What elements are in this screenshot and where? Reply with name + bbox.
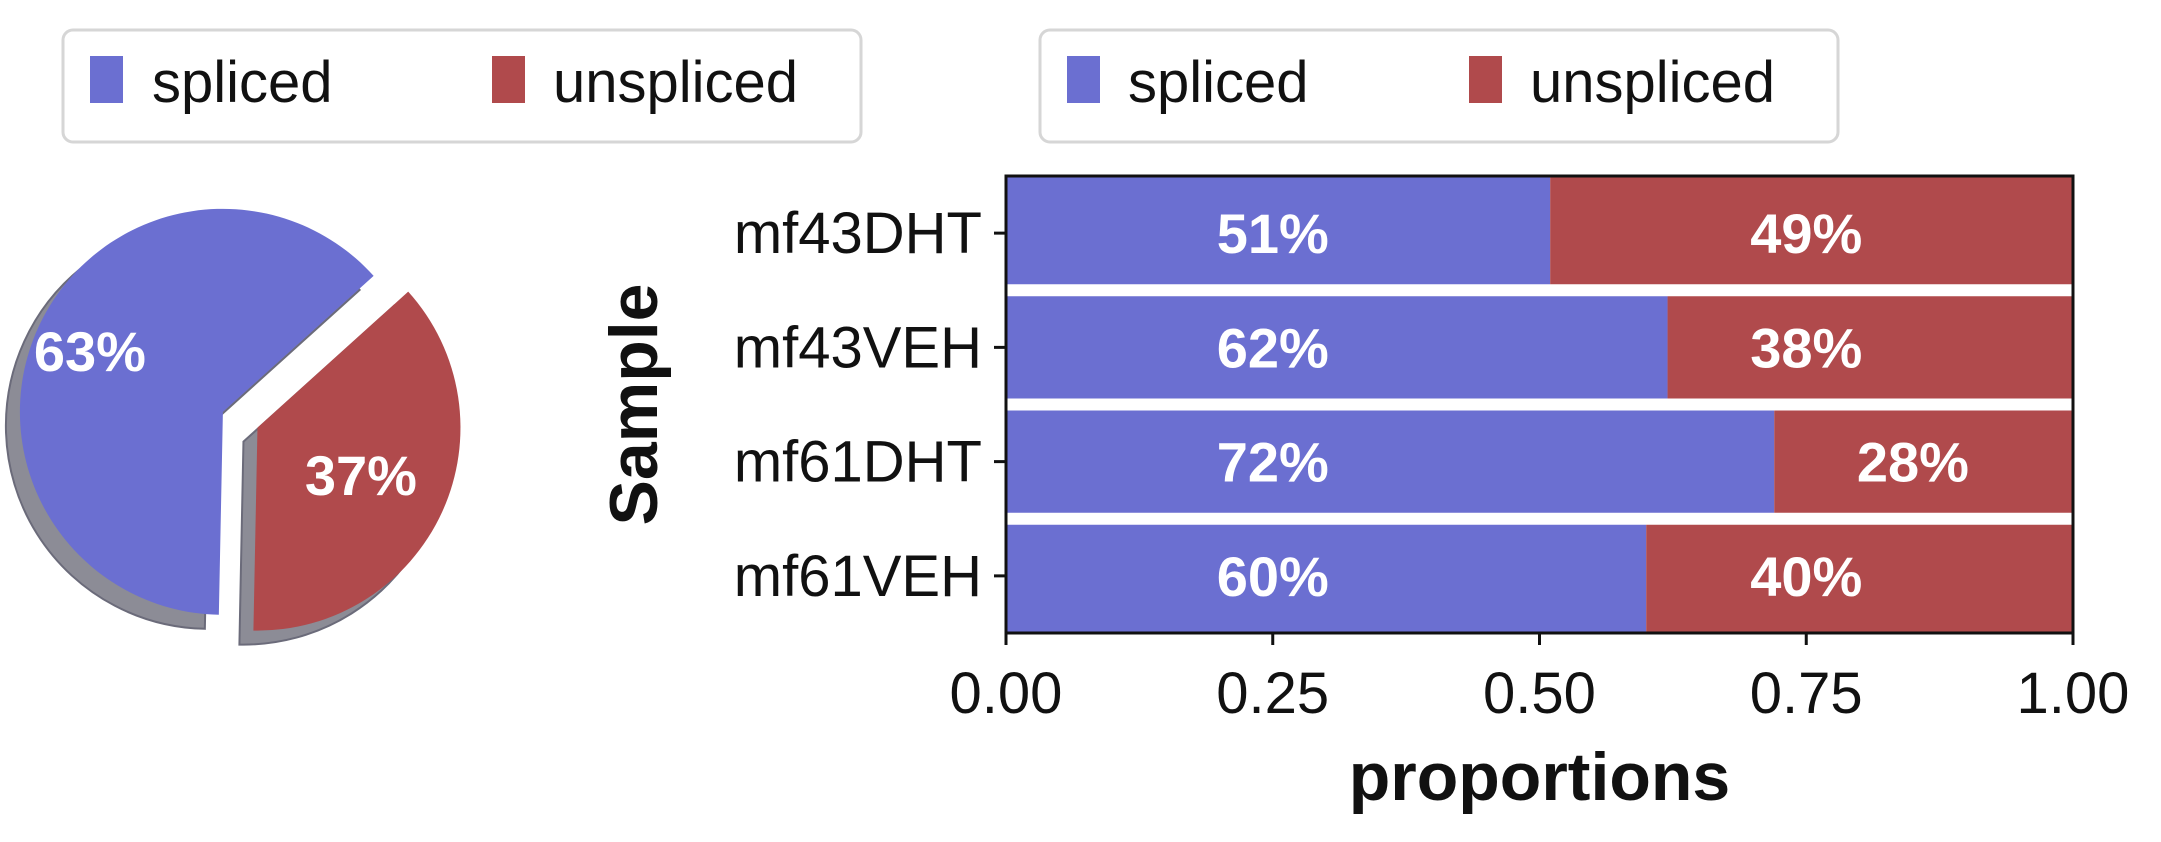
pie-label-spliced: 63% bbox=[34, 320, 146, 383]
bar-label-unspliced-mf61VEH: 40% bbox=[1750, 545, 1862, 608]
bar-legend-label-spliced: spliced bbox=[1128, 50, 1309, 115]
pie-label-unspliced: 37% bbox=[305, 444, 417, 507]
bar-label-spliced-mf43DHT: 51% bbox=[1217, 202, 1329, 265]
pie-legend-swatch-spliced bbox=[90, 56, 123, 103]
pie-legend-label-unspliced: unspliced bbox=[553, 50, 798, 115]
x-tick-label-0.50: 0.50 bbox=[1483, 661, 1596, 726]
y-tick-label-mf61VEH: mf61VEH bbox=[734, 544, 982, 609]
bar-label-spliced-mf43VEH: 62% bbox=[1217, 316, 1329, 379]
bar-unspliced-mf43DHT bbox=[1550, 176, 2073, 285]
pie-legend-frame bbox=[61, 28, 863, 144]
bar-legend: spliced unspliced bbox=[1038, 28, 1840, 144]
y-tick-label-mf43DHT: mf43DHT bbox=[734, 201, 982, 266]
bar-label-unspliced-mf61DHT: 28% bbox=[1857, 431, 1969, 494]
pie-legend: spliced unspliced bbox=[61, 28, 863, 144]
x-axis-title: proportions bbox=[1349, 739, 1731, 815]
pie-chart: 63% 37% bbox=[4, 208, 461, 646]
bar-spliced-mf61VEH bbox=[1006, 524, 1647, 633]
pie-slice-spliced bbox=[19, 208, 374, 615]
bar-legend-swatch-unspliced bbox=[1469, 56, 1502, 103]
bar-legend-label-unspliced: unspliced bbox=[1530, 50, 1775, 115]
bar-label-unspliced-mf43VEH: 38% bbox=[1750, 316, 1862, 379]
y-tick-label-mf43VEH: mf43VEH bbox=[734, 315, 982, 380]
bar-label-spliced-mf61DHT: 72% bbox=[1217, 431, 1329, 494]
bar-spliced-mf61DHT bbox=[1006, 410, 1775, 513]
bar-label-unspliced-mf43DHT: 49% bbox=[1750, 202, 1862, 265]
pie-legend-swatch-unspliced bbox=[492, 56, 525, 103]
x-tick-label-0.75: 0.75 bbox=[1750, 661, 1863, 726]
bar-unspliced-mf61VEH bbox=[1646, 524, 2073, 633]
x-tick-label-0.00: 0.00 bbox=[950, 661, 1063, 726]
pie-legend-label-spliced: spliced bbox=[152, 50, 333, 115]
x-tick-label-1.00: 1.00 bbox=[2017, 661, 2130, 726]
x-tick-label-0.25: 0.25 bbox=[1216, 661, 1329, 726]
bar-unspliced-mf61DHT bbox=[1774, 410, 2073, 513]
bar-spliced-mf43DHT bbox=[1006, 176, 1551, 285]
stacked-bar-chart: 51% 49% mf43DHT 62% 38% mf43VEH 72% 28% mf61DHT 6… bbox=[596, 174, 2130, 815]
bar-legend-swatch-spliced bbox=[1067, 56, 1100, 103]
bar-legend-frame bbox=[1038, 28, 1840, 144]
y-tick-label-mf61DHT: mf61DHT bbox=[734, 430, 982, 495]
bar-unspliced-mf43VEH bbox=[1667, 296, 2073, 399]
pie-slice-unspliced bbox=[253, 291, 461, 631]
bar-spliced-mf43VEH bbox=[1006, 296, 1668, 399]
bar-label-spliced-mf61VEH: 60% bbox=[1217, 545, 1329, 608]
y-axis-title: Sample bbox=[596, 284, 672, 526]
